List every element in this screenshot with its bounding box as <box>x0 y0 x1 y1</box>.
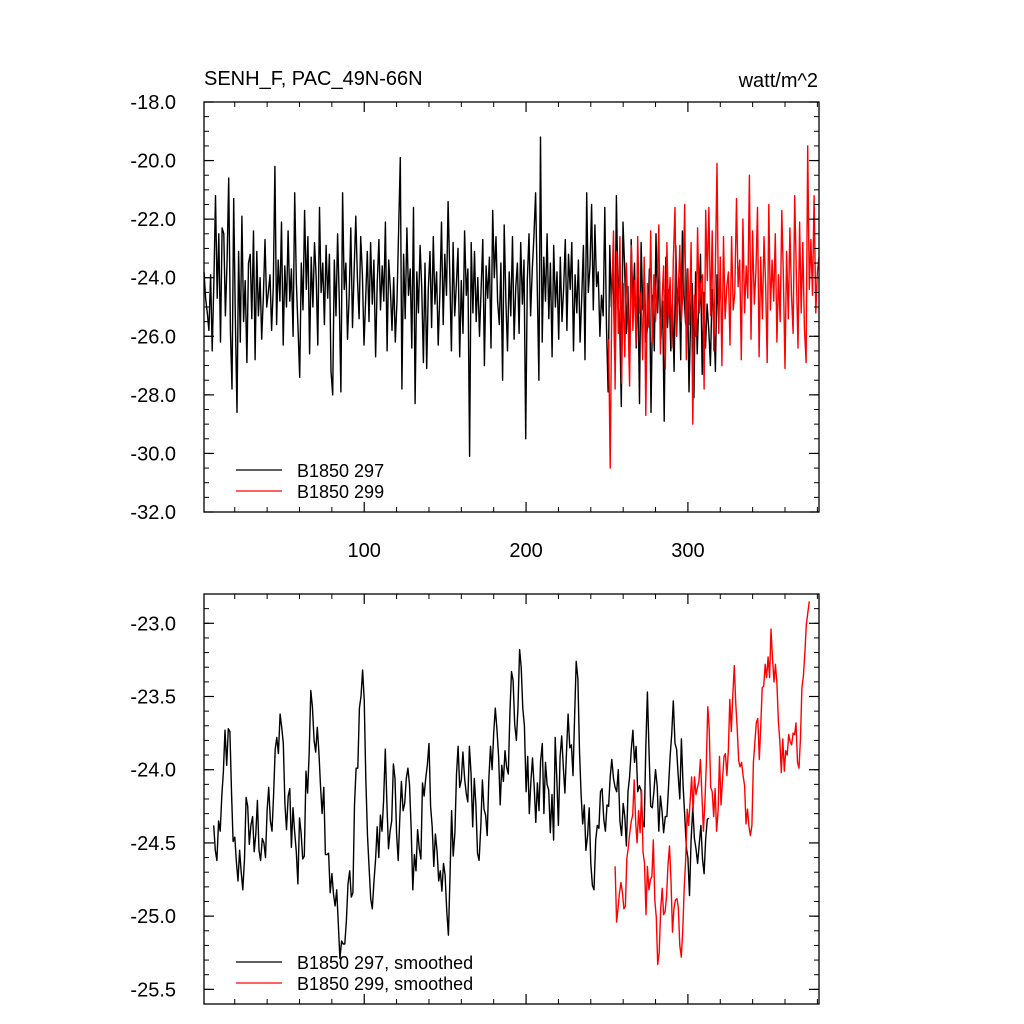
y-tick-label: -24.0 <box>130 268 176 290</box>
y-tick-label: -18.0 <box>130 92 176 114</box>
y-tick-label: -23.0 <box>130 613 176 635</box>
series-line-b1850-299 <box>607 145 820 469</box>
units-label: watt/m^2 <box>738 70 818 92</box>
series-line-b1850-299-smoothed <box>614 601 810 966</box>
legend-label-b1850-297: B1850 297 <box>297 461 384 481</box>
legend-label-b1850-297-smoothed: B1850 297, smoothed <box>297 953 473 973</box>
bottom-series-group <box>213 601 810 966</box>
legend-label-b1850-299-smoothed: B1850 299, smoothed <box>297 974 473 994</box>
top-panel: SENH_F, PAC_49N-66N watt/m^2 -32.0-30.0-… <box>130 68 820 562</box>
y-tick-label: -25.5 <box>130 979 176 1001</box>
x-tick-label: 100 <box>348 540 381 562</box>
series-line-b1850-297-smoothed <box>213 648 710 960</box>
y-tick-label: -28.0 <box>130 385 176 407</box>
y-tick-label: -23.5 <box>130 687 176 709</box>
y-tick-label: -24.0 <box>130 760 176 782</box>
y-tick-label: -26.0 <box>130 326 176 348</box>
x-tick-label: 200 <box>509 540 542 562</box>
top-series-group <box>203 136 820 469</box>
top-axes: -32.0 -30.0 -28.0 -26.0 -24.0 -22.0 -20.0 -18.0… <box>130 92 819 562</box>
bottom-plot-frame <box>203 593 820 1005</box>
y-tick-label: -32.0 <box>130 502 176 524</box>
top-legend: B1850 297 B1850 299 <box>236 461 384 502</box>
x-tick-label: 300 <box>671 540 704 562</box>
y-tick-label: -24.5 <box>130 833 176 855</box>
bottom-panel: -25.5 -25.0 -24.5 -24.0 -23.5 -23.0 B1850 297… <box>130 593 820 1005</box>
y-tick-label: -22.0 <box>130 209 176 231</box>
y-tick-label: -30.0 <box>130 443 176 465</box>
y-tick-label: -20.0 <box>130 151 176 173</box>
bottom-axes: -25.5 -25.0 -24.5 -24.0 -23.5 -23.0 <box>130 593 819 1005</box>
y-tick-label: -25.0 <box>130 906 176 928</box>
legend-label-b1850-299: B1850 299 <box>297 482 384 502</box>
bottom-legend: B1850 297, smoothed B1850 299, smoothed <box>236 953 473 994</box>
chart-title: SENH_F, PAC_49N-66N <box>204 68 423 90</box>
